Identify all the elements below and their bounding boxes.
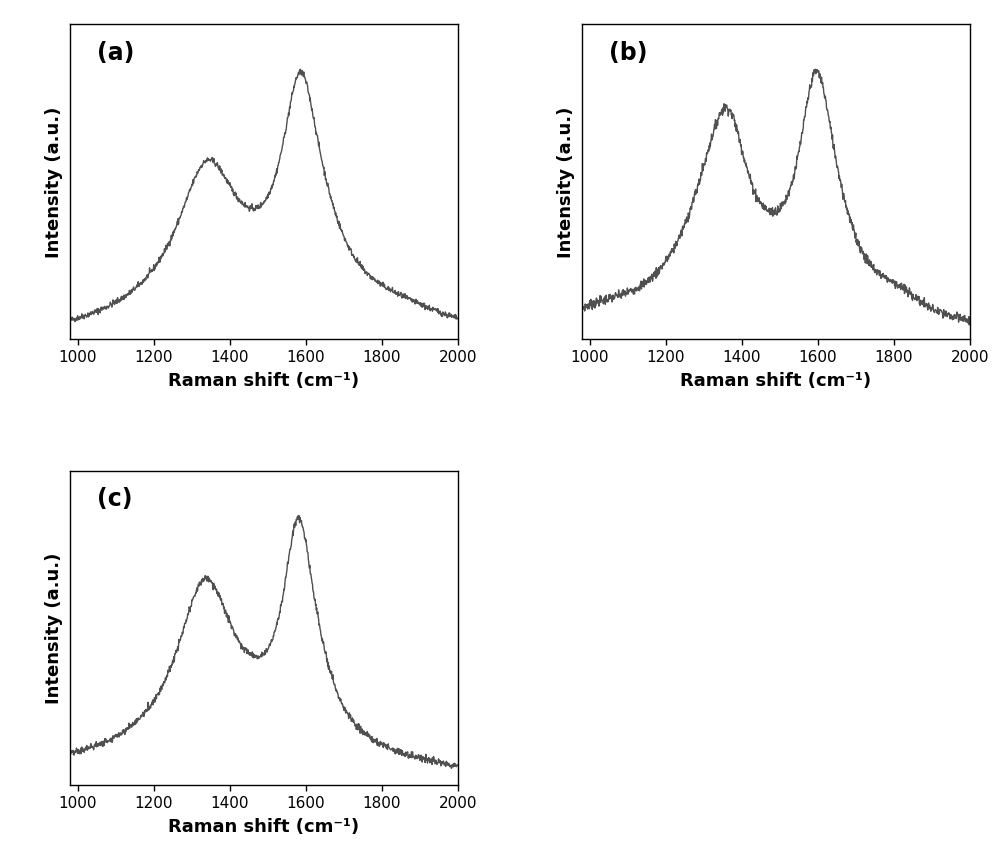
X-axis label: Raman shift (cm⁻¹): Raman shift (cm⁻¹) bbox=[168, 371, 360, 389]
X-axis label: Raman shift (cm⁻¹): Raman shift (cm⁻¹) bbox=[680, 371, 872, 389]
Y-axis label: Intensity (a.u.): Intensity (a.u.) bbox=[45, 552, 63, 704]
Text: (a): (a) bbox=[97, 41, 135, 65]
Text: (b): (b) bbox=[609, 41, 648, 65]
Y-axis label: Intensity (a.u.): Intensity (a.u.) bbox=[45, 106, 63, 258]
Y-axis label: Intensity (a.u.): Intensity (a.u.) bbox=[557, 106, 575, 258]
Text: (c): (c) bbox=[97, 487, 133, 511]
X-axis label: Raman shift (cm⁻¹): Raman shift (cm⁻¹) bbox=[168, 817, 360, 836]
